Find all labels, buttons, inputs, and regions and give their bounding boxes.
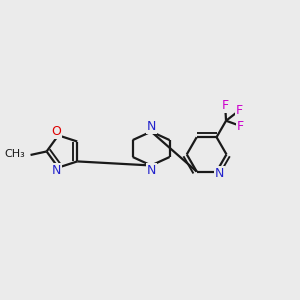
Text: O: O xyxy=(51,125,61,138)
Text: N: N xyxy=(146,120,156,134)
Text: N: N xyxy=(146,164,156,177)
Text: F: F xyxy=(222,99,229,112)
Text: CH₃: CH₃ xyxy=(4,149,25,159)
Text: F: F xyxy=(236,104,243,117)
Text: N: N xyxy=(52,164,62,177)
Text: F: F xyxy=(237,119,244,133)
Text: N: N xyxy=(215,167,224,179)
